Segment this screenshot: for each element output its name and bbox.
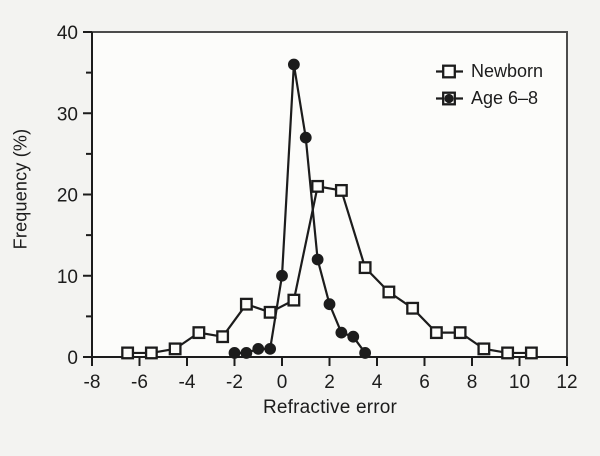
open-square-marker-icon bbox=[436, 64, 463, 79]
y-tick-label: 40 bbox=[57, 23, 78, 44]
newborn-marker bbox=[382, 285, 396, 299]
newborn-marker bbox=[216, 330, 230, 344]
x-tick-label: 4 bbox=[372, 372, 383, 393]
legend-label-newborn: Newborn bbox=[471, 61, 544, 81]
age-6-8-marker bbox=[311, 253, 324, 266]
legend-item-age-6-8: Age 6–8 bbox=[436, 85, 543, 112]
x-tick-label: -2 bbox=[226, 372, 243, 393]
newborn-marker bbox=[406, 301, 420, 315]
legend: Newborn Age 6–8 bbox=[436, 58, 543, 112]
newborn-marker bbox=[429, 326, 443, 340]
x-tick-label: 12 bbox=[556, 372, 577, 393]
filled-circle-marker-icon bbox=[436, 91, 463, 106]
age-6-8-marker bbox=[240, 347, 253, 359]
newborn-marker bbox=[453, 326, 467, 340]
newborn-marker bbox=[239, 297, 253, 311]
legend-item-newborn: Newborn bbox=[436, 58, 543, 85]
age-6-8-marker bbox=[299, 131, 312, 144]
age-6-8-marker bbox=[347, 330, 360, 343]
newborn-marker bbox=[192, 326, 206, 340]
age-6-8-marker bbox=[252, 342, 265, 355]
newborn-marker bbox=[121, 346, 135, 360]
y-tick-label: 0 bbox=[67, 348, 78, 369]
x-tick-label: 8 bbox=[467, 372, 478, 393]
newborn-marker bbox=[358, 261, 372, 275]
x-axis-label: Refractive error bbox=[262, 397, 398, 418]
age-6-8-marker bbox=[276, 269, 288, 282]
age-6-8-marker bbox=[264, 342, 277, 355]
newborn-marker bbox=[168, 342, 182, 356]
x-tick-label: 6 bbox=[419, 372, 430, 393]
newborn-marker bbox=[334, 183, 348, 197]
y-tick-label: 10 bbox=[57, 267, 78, 288]
age-6-8-marker bbox=[228, 347, 241, 359]
y-tick-label: 20 bbox=[57, 186, 78, 207]
age-6-8-marker bbox=[335, 326, 348, 339]
x-tick-label: -6 bbox=[131, 372, 148, 393]
legend-label-age-6-8: Age 6–8 bbox=[471, 88, 539, 108]
newborn-marker bbox=[144, 346, 158, 360]
x-tick-label: 10 bbox=[509, 372, 530, 393]
x-tick-label: -8 bbox=[84, 372, 101, 393]
y-tick-label: 30 bbox=[57, 104, 78, 125]
newborn-marker bbox=[263, 305, 277, 319]
x-tick-label: 0 bbox=[277, 372, 288, 393]
x-tick-label: -4 bbox=[179, 372, 196, 393]
y-axis-label: Frequency (%) bbox=[10, 128, 31, 250]
x-tick-label: 2 bbox=[324, 372, 335, 393]
newborn-marker bbox=[501, 346, 515, 360]
newborn-marker bbox=[524, 346, 538, 360]
age-6-8-marker bbox=[323, 298, 336, 311]
age-6-8-marker bbox=[287, 58, 300, 71]
newborn-marker bbox=[311, 179, 325, 193]
newborn-marker bbox=[287, 293, 301, 307]
newborn-marker bbox=[477, 342, 491, 356]
age-6-8-marker bbox=[359, 347, 372, 359]
